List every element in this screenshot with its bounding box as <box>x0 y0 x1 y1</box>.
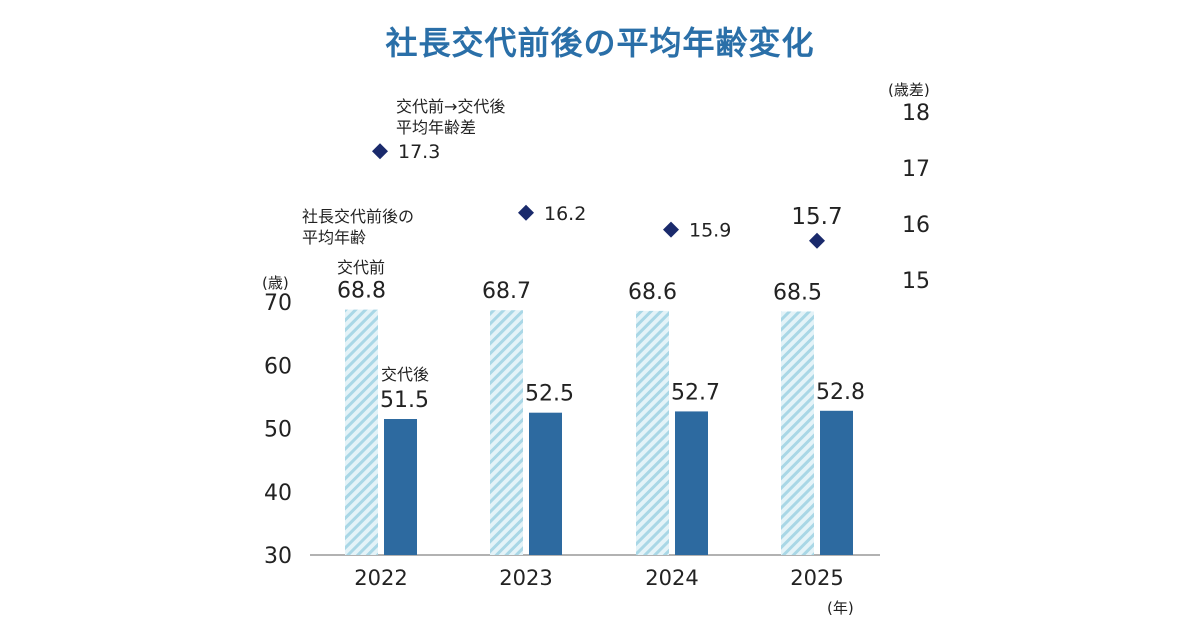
right-y-tick-label: 15 <box>902 269 930 294</box>
difference-marker <box>809 232 825 249</box>
bar-after <box>820 410 853 555</box>
y-tick-label: 60 <box>264 354 292 379</box>
bar-series-label: 社長交代前後の 平均年齢 <box>302 206 414 248</box>
difference-value-label: 16.2 <box>544 203 586 225</box>
left-axis-unit: (歳) <box>262 274 289 292</box>
bar-after-value-label: 52.7 <box>671 380 720 405</box>
bar-series-label-line-1: 社長交代前後の <box>302 207 415 226</box>
difference-marker <box>663 221 679 238</box>
y-tick-label: 40 <box>264 481 292 506</box>
difference-value-label: 15.9 <box>689 220 731 242</box>
series-before-name: 交代前 <box>337 258 385 277</box>
x-tick-label: 2023 <box>499 566 552 590</box>
chart-title: 社長交代前後の平均年齢変化 <box>385 24 815 62</box>
difference-value-label: 17.3 <box>398 141 440 163</box>
bar-before-value-label: 68.7 <box>482 279 531 304</box>
difference-marker <box>518 204 534 221</box>
difference-series-label-line-1: 交代前→交代後 <box>396 97 506 116</box>
x-tick-label: 2022 <box>354 566 407 590</box>
series-after-name: 交代後 <box>381 365 429 384</box>
difference-marker <box>372 143 388 160</box>
right-y-tick-label: 17 <box>902 157 930 182</box>
bar-after <box>384 419 417 555</box>
bar-before-value-label: 68.5 <box>773 280 822 305</box>
bar-after-value-label: 51.5 <box>380 388 429 413</box>
bar-before <box>636 310 669 555</box>
difference-series-label: 交代前→交代後 平均年齢差 <box>396 96 505 138</box>
difference-series-label-line-2: 平均年齢差 <box>396 118 477 137</box>
difference-value-label: 15.7 <box>791 204 842 230</box>
y-tick-label: 50 <box>264 418 292 443</box>
bar-after-value-label: 52.8 <box>816 380 865 405</box>
y-tick-label: 30 <box>264 544 292 569</box>
y-tick-label: 70 <box>264 291 292 316</box>
bar-after <box>529 412 562 555</box>
bar-after-value-label: 52.5 <box>525 382 574 407</box>
bar-before <box>781 311 814 555</box>
x-axis-unit: (年) <box>827 599 854 617</box>
bar-before-value-label: 68.8 <box>337 279 386 304</box>
x-tick-label: 2024 <box>645 566 698 590</box>
bar-series-label-line-2: 平均年齢 <box>302 228 367 247</box>
bar-before-value-label: 68.6 <box>628 280 677 305</box>
bar-after <box>675 411 708 555</box>
bar-before <box>490 310 523 555</box>
right-y-tick-label: 18 <box>902 101 930 126</box>
right-y-tick-label: 16 <box>902 213 930 238</box>
x-tick-label: 2025 <box>790 566 843 590</box>
right-axis-unit: (歳差) <box>888 81 930 99</box>
bar-before <box>345 309 378 555</box>
